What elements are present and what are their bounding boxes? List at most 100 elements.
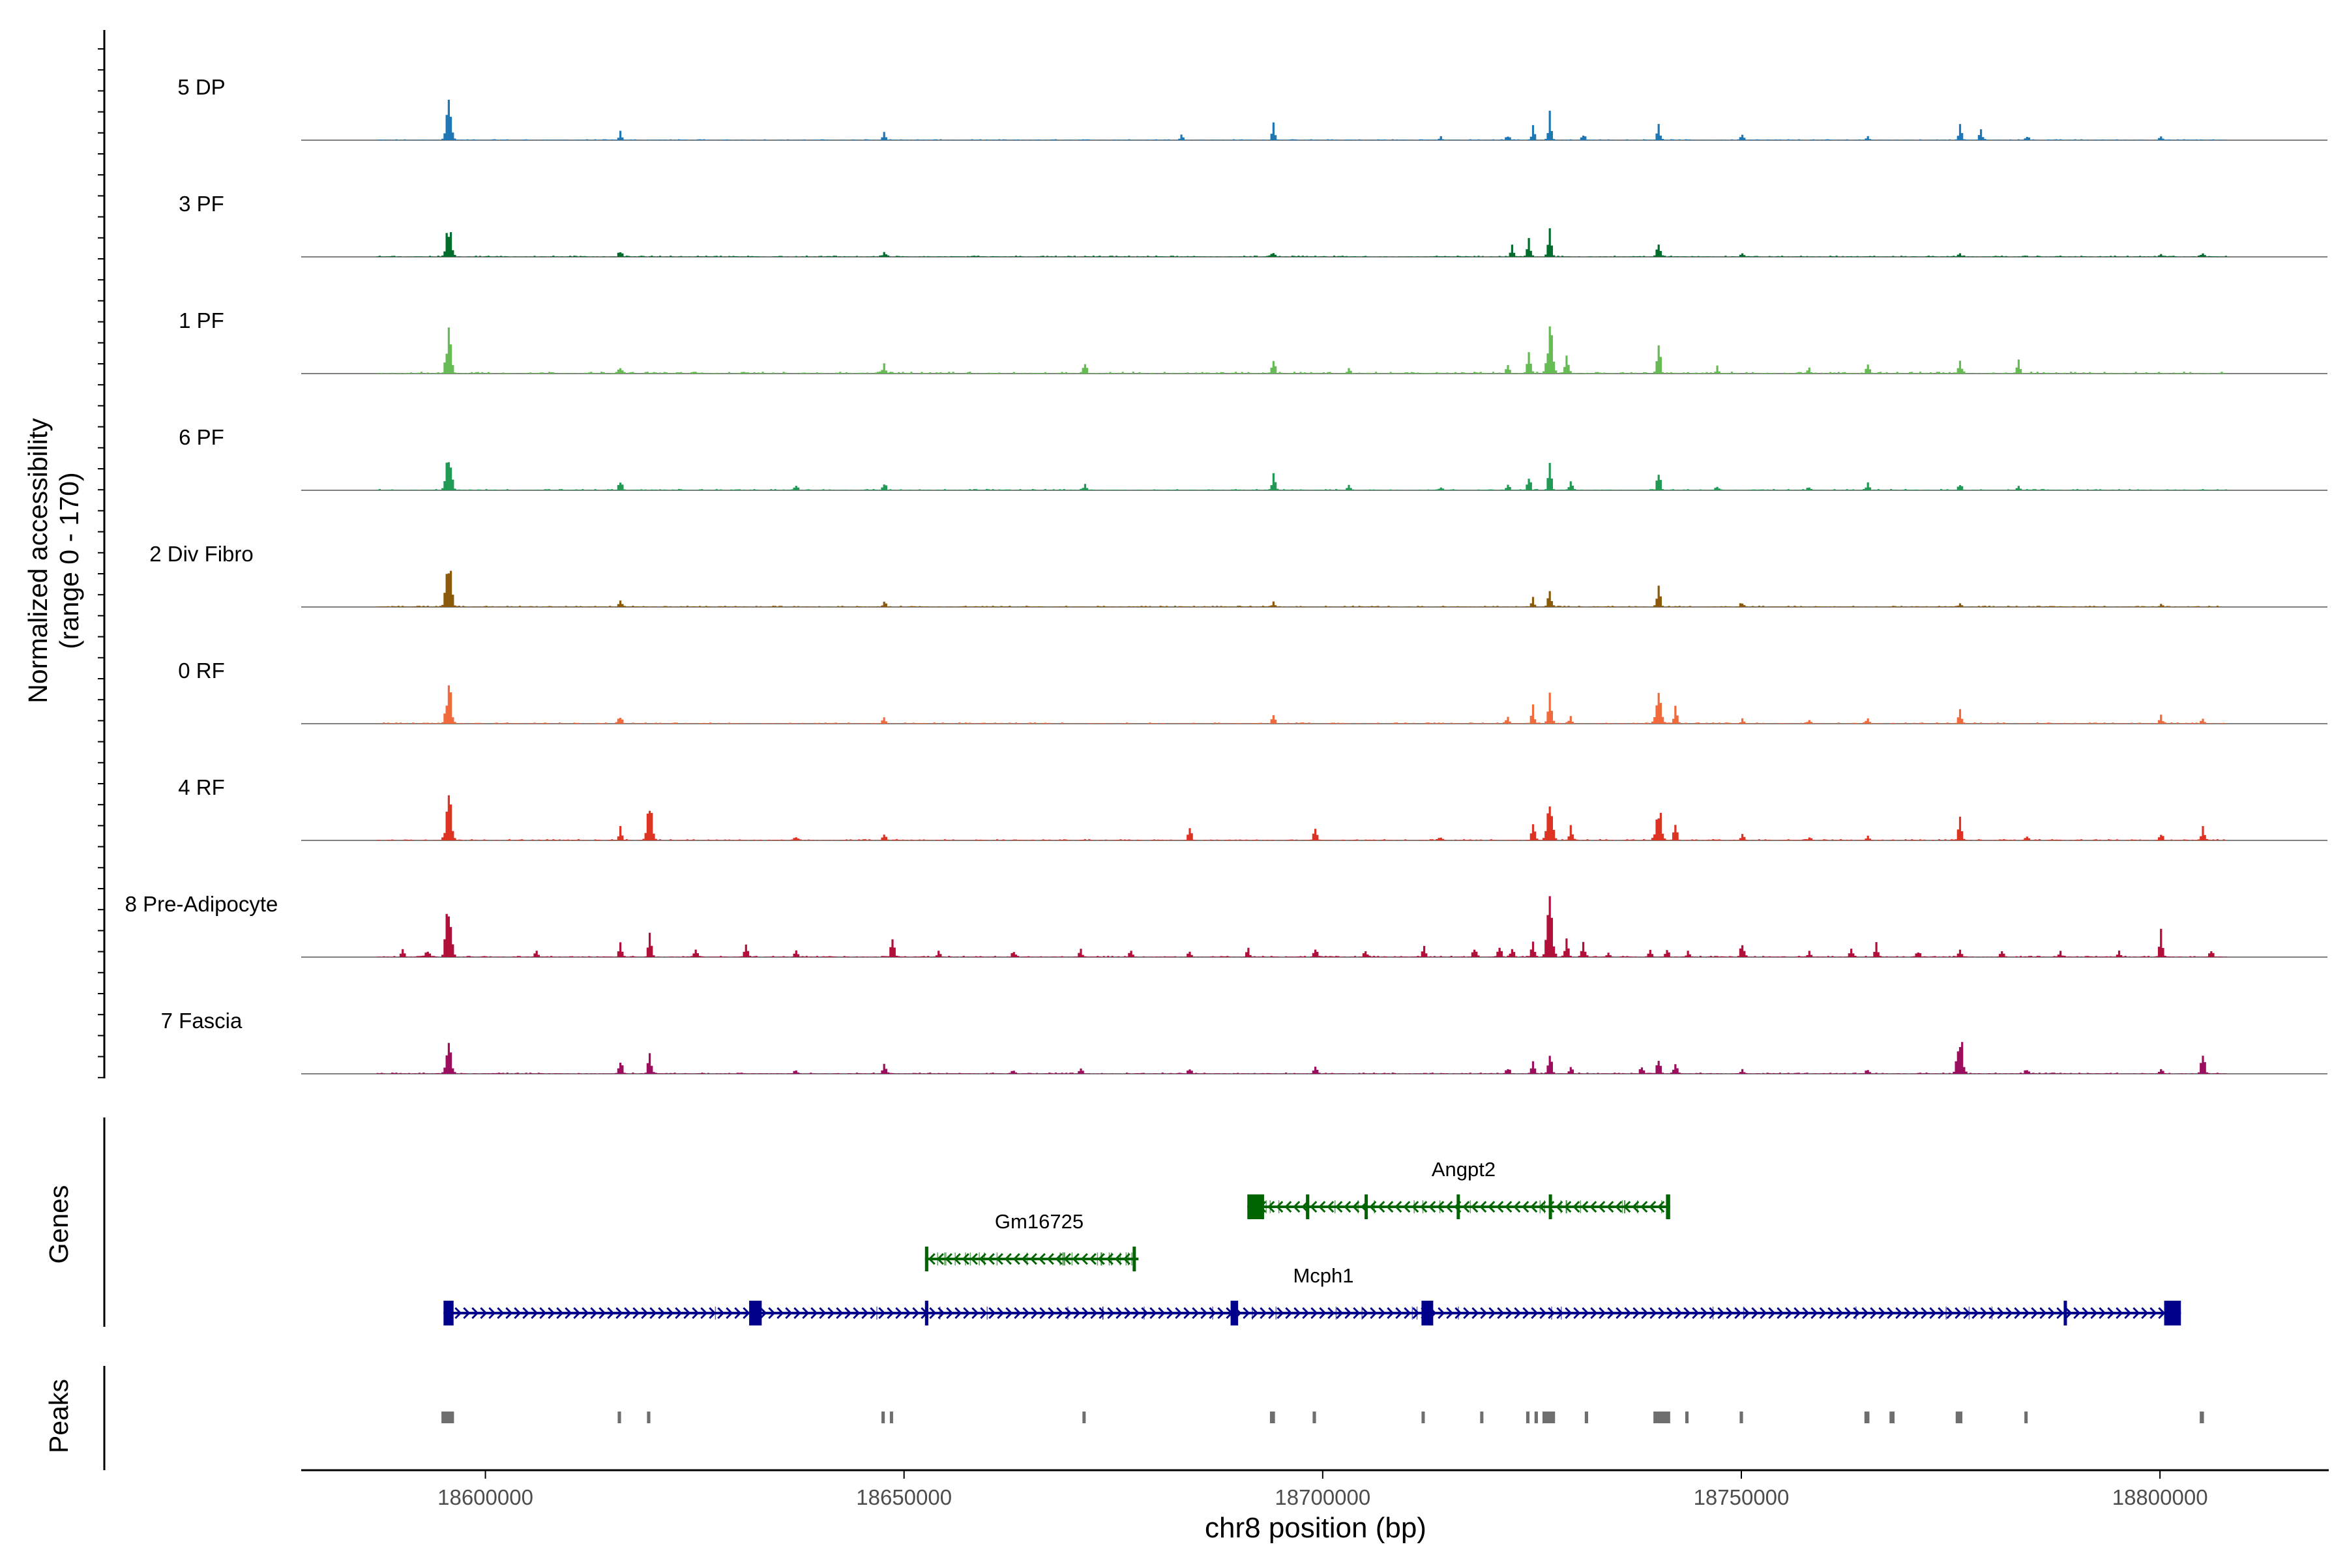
strand-chevron: [1319, 1307, 1327, 1320]
strand-chevron: [980, 1307, 988, 1320]
strand-chevron: [548, 1307, 555, 1320]
peak-region: [1584, 1412, 1588, 1423]
strand-chevron: [1378, 1307, 1386, 1320]
strand-chevron: [497, 1307, 505, 1320]
strand-chevron: [1971, 1307, 1979, 1320]
strand-chevron: [1929, 1307, 1937, 1320]
strand-chevron: [988, 1307, 996, 1320]
strand-chevron: [1904, 1307, 1912, 1320]
strand-chevron: [1836, 1307, 1844, 1320]
strand-chevron: [1556, 1307, 1564, 1320]
strand-chevron: [1378, 1200, 1385, 1213]
strand-chevron: [1327, 1307, 1335, 1320]
peaks-panel-label: Peaks: [44, 1379, 74, 1453]
strand-chevron: [1556, 1200, 1563, 1213]
strand-chevron: [2048, 1307, 2056, 1320]
strand-chevron: [1522, 1307, 1530, 1320]
strand-chevron: [971, 1307, 979, 1320]
strand-chevron: [1743, 1307, 1750, 1320]
strand-chevron: [2107, 1307, 2115, 1320]
strand-chevron: [1149, 1307, 1157, 1320]
exon: [749, 1301, 762, 1325]
coverage-area: [376, 685, 2227, 724]
strand-chevron: [675, 1307, 683, 1320]
strand-chevron: [1819, 1307, 1827, 1320]
strand-chevron: [1277, 1307, 1284, 1320]
strand-chevron: [2005, 1307, 2013, 1320]
peak-region: [1542, 1412, 1556, 1423]
strand-chevron: [1683, 1307, 1691, 1320]
strand-chevron: [1480, 1307, 1488, 1320]
strand-chevron: [1946, 1307, 1954, 1320]
strand-chevron: [607, 1307, 615, 1320]
strand-chevron: [1675, 1307, 1683, 1320]
strand-chevron: [1853, 1307, 1861, 1320]
strand-chevron: [1352, 1200, 1360, 1213]
strand-chevron: [471, 1307, 479, 1320]
strand-chevron: [1285, 1307, 1293, 1320]
peak-region: [1421, 1412, 1425, 1423]
strand-chevron: [1564, 1200, 1572, 1213]
strand-chevron: [488, 1307, 496, 1320]
strand-chevron: [1751, 1307, 1759, 1320]
strand-chevron: [598, 1307, 606, 1320]
strand-chevron: [1089, 1252, 1097, 1265]
strand-chevron: [1726, 1307, 1734, 1320]
strand-chevron: [1598, 1200, 1606, 1213]
strand-chevron: [1522, 1200, 1529, 1213]
strand-chevron: [1599, 1307, 1606, 1320]
strand-chevron: [1573, 1307, 1581, 1320]
strand-chevron: [2039, 1307, 2047, 1320]
strand-chevron: [1004, 1252, 1012, 1265]
strand-chevron: [1709, 1307, 1717, 1320]
strand-chevron: [1692, 1307, 1700, 1320]
strand-chevron: [1335, 1200, 1343, 1213]
strand-chevron: [1878, 1307, 1886, 1320]
coverage-area: [376, 570, 2227, 607]
strand-chevron: [2124, 1307, 2132, 1320]
strand-chevron: [1997, 1307, 2005, 1320]
strand-chevron: [904, 1307, 911, 1320]
strand-chevron: [1589, 1200, 1597, 1213]
strand-chevron: [1497, 1307, 1505, 1320]
strand-chevron: [1046, 1252, 1054, 1265]
exon: [1132, 1247, 1136, 1271]
coverage-area: [376, 1042, 2227, 1074]
strand-chevron: [582, 1307, 589, 1320]
strand-chevron: [1403, 1200, 1411, 1213]
strand-chevron: [1870, 1307, 1878, 1320]
strand-chevron: [954, 1307, 962, 1320]
strand-chevron: [1243, 1307, 1250, 1320]
y-axis-title: Normalized accessibility (range 0 - 170): [23, 418, 84, 703]
x-tick-label: 18600000: [437, 1485, 533, 1509]
peak-region: [1653, 1412, 1670, 1423]
strand-chevron: [1099, 1307, 1106, 1320]
coverage-area: [376, 228, 2227, 257]
strand-chevron: [1514, 1307, 1522, 1320]
coverage-area: [376, 462, 2227, 490]
strand-chevron: [1386, 1200, 1394, 1213]
strand-chevron: [1124, 1307, 1132, 1320]
strand-chevron: [1785, 1307, 1793, 1320]
strand-chevron: [887, 1307, 894, 1320]
strand-chevron: [505, 1307, 513, 1320]
strand-chevron: [1488, 1307, 1496, 1320]
strand-chevron: [1005, 1307, 1013, 1320]
strand-chevron: [531, 1307, 539, 1320]
strand-chevron: [962, 1252, 969, 1265]
strand-chevron: [1175, 1307, 1183, 1320]
strand-chevron: [1666, 1307, 1674, 1320]
strand-chevron: [1217, 1307, 1225, 1320]
strand-chevron: [776, 1307, 784, 1320]
track-label: 6 PF: [179, 425, 224, 449]
track-label: 0 RF: [178, 658, 225, 683]
strand-chevron: [1607, 1307, 1615, 1320]
gene-angpt2: Angpt2: [1247, 1158, 1670, 1219]
strand-chevron: [1734, 1307, 1742, 1320]
peak-region: [2200, 1412, 2204, 1423]
strand-chevron: [1641, 1307, 1649, 1320]
strand-chevron: [1700, 1307, 1708, 1320]
strand-chevron: [2133, 1307, 2140, 1320]
strand-chevron: [1844, 1307, 1852, 1320]
